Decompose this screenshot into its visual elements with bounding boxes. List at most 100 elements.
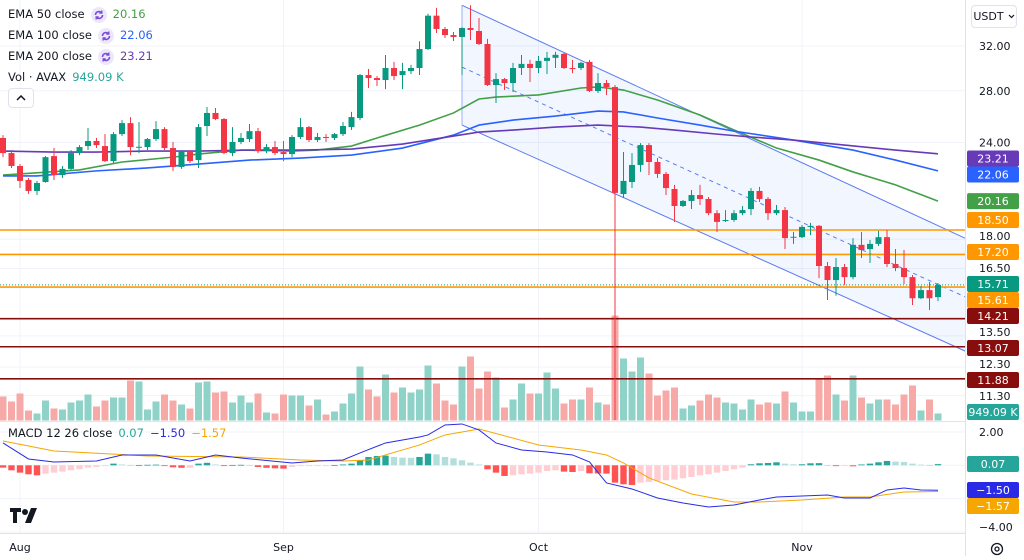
- gear-icon[interactable]: [990, 541, 1004, 560]
- candle: [263, 144, 270, 154]
- legend-ema100[interactable]: EMA 100 close 22.06: [8, 25, 153, 46]
- macd-histogram-bar: [84, 465, 92, 468]
- volume-bar: [484, 371, 491, 421]
- macd-histogram-bar: [773, 462, 780, 466]
- candle: [408, 64, 414, 75]
- macd-histogram-bar: [101, 465, 109, 467]
- macd-histogram-bar: [841, 465, 848, 467]
- macd-histogram-bar: [467, 462, 474, 466]
- macd-histogram-bar: [739, 465, 746, 468]
- macd-histogram-bar: [246, 464, 253, 466]
- macd-legend[interactable]: MACD 12 26 close 0.07 −1.50 −1.57: [8, 426, 226, 440]
- macd-value-label: −1.57: [967, 498, 1019, 514]
- macd-histogram-bar: [76, 465, 83, 470]
- candle-body: [926, 290, 933, 299]
- volume-bar: [764, 402, 772, 421]
- volume-bar: [586, 387, 593, 421]
- candle-body: [238, 137, 244, 142]
- macd-histogram-bar: [807, 463, 814, 466]
- channel-lower-line[interactable]: [461, 124, 966, 352]
- candle-body: [280, 152, 287, 155]
- volume-bar: [620, 358, 627, 421]
- candle-body: [25, 179, 32, 191]
- volume-value-label-text: 949.09 K: [968, 406, 1018, 419]
- candle: [416, 41, 423, 76]
- level-price-label: 14.21: [967, 308, 1019, 324]
- level-price-label-text: 13.07: [977, 342, 1009, 355]
- collapse-legend-button[interactable]: [8, 88, 34, 108]
- refresh-icon[interactable]: [97, 48, 114, 65]
- volume-bar: [892, 404, 899, 421]
- level-price-label: 15.61: [967, 292, 1019, 308]
- legend-ema200[interactable]: EMA 200 close 23.21: [8, 46, 153, 67]
- parallel-channel[interactable]: [461, 4, 966, 352]
- candle-body: [620, 180, 627, 195]
- chevron-up-icon: [16, 95, 26, 101]
- macd-histogram-bar: [705, 465, 712, 475]
- legend-ema100-label: EMA 100 close: [8, 28, 92, 42]
- volume-bar: [679, 408, 687, 421]
- legend-ema50[interactable]: EMA 50 close 20.16: [8, 4, 153, 25]
- candle: [459, 26, 465, 76]
- macd-histogram-bar: [611, 465, 619, 483]
- level-price-label-bg: [967, 292, 1019, 308]
- volume-bar: [118, 397, 126, 421]
- macd-histogram-bar: [212, 464, 219, 466]
- macd-histogram-bar: [713, 465, 721, 473]
- legend-ema100-value: 22.06: [119, 28, 153, 42]
- candle-body: [246, 131, 253, 140]
- macd-histogram-bar: [8, 465, 15, 471]
- candle: [824, 261, 831, 301]
- candle-body: [187, 152, 193, 162]
- horizontal-levels[interactable]: [0, 229, 965, 380]
- tradingview-logo[interactable]: [10, 508, 38, 527]
- ema-price-label: 23.21: [967, 150, 1019, 167]
- candle-body: [297, 127, 304, 137]
- volume-bar: [127, 380, 134, 421]
- macd-histogram-bar: [917, 464, 925, 466]
- candle: [884, 230, 890, 268]
- candle: [348, 111, 355, 131]
- volume-bar: [220, 391, 228, 421]
- refresh-icon[interactable]: [90, 6, 107, 23]
- macd-value-label-text: −1.50: [976, 484, 1010, 497]
- candle: [476, 17, 482, 46]
- candle-body: [399, 71, 406, 76]
- candle: [93, 137, 100, 149]
- volume-bar: [747, 399, 755, 421]
- macd-histogram-bar: [552, 465, 559, 471]
- level-price-label-text: 11.88: [977, 374, 1009, 387]
- candle-body: [450, 35, 457, 37]
- candle-body: [688, 195, 695, 201]
- macd-histogram-bar: [67, 465, 75, 471]
- macd-histogram-bar: [382, 455, 389, 466]
- volume-bar: [178, 404, 185, 421]
- candle-body: [263, 147, 270, 152]
- candle-body: [272, 147, 278, 154]
- candle-body: [935, 284, 941, 298]
- macd-histogram-bar: [271, 465, 279, 469]
- macd-histogram-bar: [824, 465, 831, 466]
- level-price-label: 17.20: [967, 244, 1019, 260]
- macd-histogram-bar: [560, 465, 568, 472]
- time-axis[interactable]: Aug Sep Oct Nov: [9, 541, 813, 554]
- volume-bar: [654, 395, 661, 421]
- refresh-icon[interactable]: [97, 27, 114, 44]
- volume-bar: [186, 408, 194, 421]
- candle: [901, 250, 907, 285]
- volume-bar: [212, 392, 219, 421]
- candle: [527, 59, 533, 82]
- candle-body: [552, 54, 559, 58]
- level-price-label-text: 18.50: [977, 214, 1009, 227]
- macd-histogram-bar: [662, 465, 670, 481]
- candle-body: [433, 15, 440, 29]
- macd-histogram-bar: [756, 463, 763, 466]
- volume-bar: [603, 404, 610, 421]
- candle: [255, 128, 261, 154]
- currency-selector[interactable]: USDT: [971, 5, 1017, 28]
- macd-histogram-bar: [433, 454, 440, 466]
- volume-bar: [101, 400, 109, 421]
- candle-body: [782, 210, 788, 239]
- legend-volume[interactable]: Vol · AVAX 949.09 K: [8, 67, 153, 88]
